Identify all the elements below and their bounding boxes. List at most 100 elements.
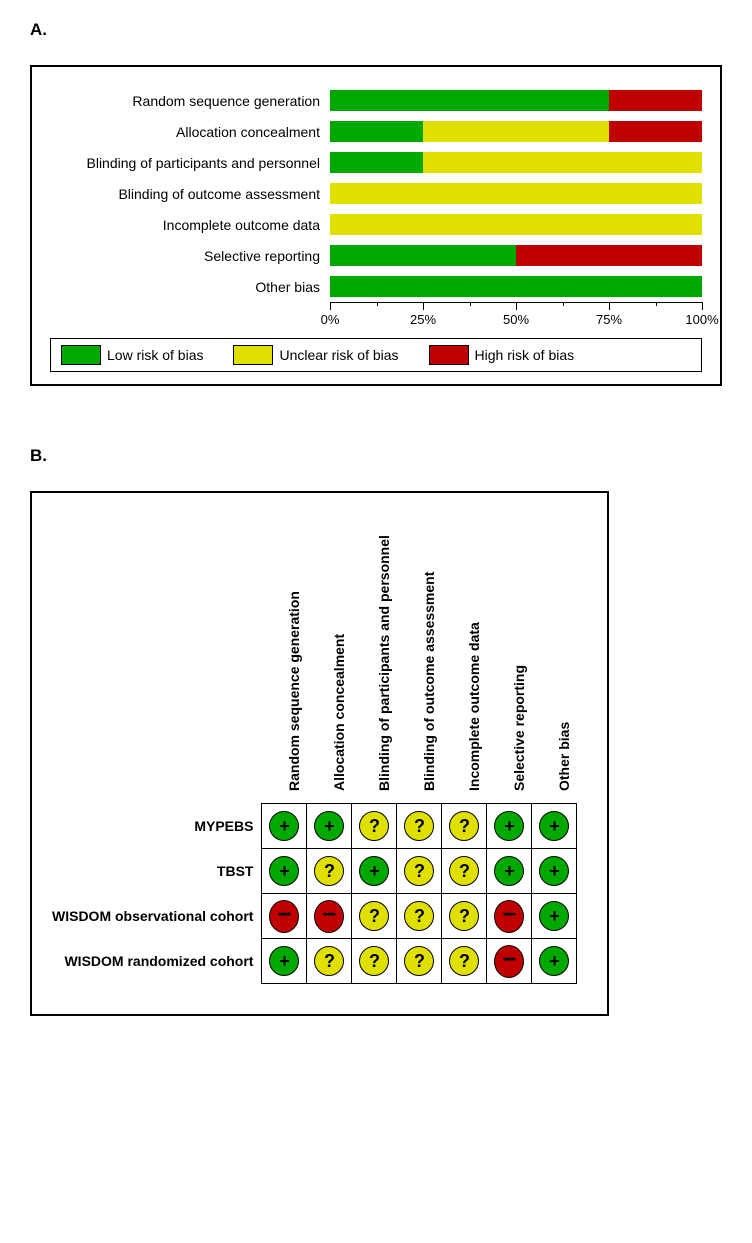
bar-row: Selective reporting xyxy=(50,240,702,271)
panel-b-table: Random sequence generationAllocation con… xyxy=(30,491,609,1016)
axis-tick-label: 75% xyxy=(596,312,622,327)
risk-dot-unclear: ? xyxy=(404,856,434,886)
table-row-header: WISDOM randomized cohort xyxy=(52,939,262,984)
legend: Low risk of bias Unclear risk of bias High… xyxy=(50,338,702,372)
risk-dot-low: + xyxy=(494,856,524,886)
bar-segment-low xyxy=(330,90,609,111)
risk-cell: ? xyxy=(397,894,442,939)
bar-segment-low xyxy=(330,276,702,297)
risk-cell: + xyxy=(532,849,577,894)
table-row: TBST+?+??++ xyxy=(52,849,577,894)
legend-swatch xyxy=(61,345,101,365)
legend-item: High risk of bias xyxy=(429,345,575,365)
bar-segment-unclear xyxy=(330,214,702,235)
risk-dot-low: + xyxy=(269,811,299,841)
bar-row-label: Selective reporting xyxy=(50,248,330,264)
panel-a-chart: Random sequence generation Allocation con… xyxy=(30,65,722,386)
risk-cell: + xyxy=(262,804,307,849)
bar-row: Blinding of outcome assessment xyxy=(50,178,702,209)
risk-cell: + xyxy=(532,939,577,984)
risk-dot-high: − xyxy=(494,900,524,933)
bar-row: Allocation concealment xyxy=(50,116,702,147)
bar-row: Blinding of participants and personnel xyxy=(50,147,702,178)
risk-dot-unclear: ? xyxy=(404,901,434,931)
legend-label: High risk of bias xyxy=(475,347,575,363)
risk-dot-high: − xyxy=(314,900,344,933)
risk-dot-high: − xyxy=(494,945,524,978)
bar-row-label: Allocation concealment xyxy=(50,124,330,140)
bar-segment-low xyxy=(330,121,423,142)
risk-dot-low: + xyxy=(539,946,569,976)
risk-dot-high: − xyxy=(269,900,299,933)
risk-cell: ? xyxy=(352,804,397,849)
risk-dot-low: + xyxy=(269,856,299,886)
bar-segment-high xyxy=(609,90,702,111)
bar-row-label: Random sequence generation xyxy=(50,93,330,109)
bar-row-label: Other bias xyxy=(50,279,330,295)
risk-dot-unclear: ? xyxy=(449,946,479,976)
table-row: MYPEBS++???++ xyxy=(52,804,577,849)
risk-cell: ? xyxy=(397,804,442,849)
risk-cell: ? xyxy=(397,939,442,984)
bar-segment-low xyxy=(330,152,423,173)
risk-cell: ? xyxy=(307,849,352,894)
bar-segment-unclear xyxy=(330,183,702,204)
legend-label: Low risk of bias xyxy=(107,347,203,363)
risk-cell: ? xyxy=(352,894,397,939)
risk-dot-unclear: ? xyxy=(449,856,479,886)
bar-segment-unclear xyxy=(423,121,609,142)
risk-dot-unclear: ? xyxy=(359,811,389,841)
bar-row-label: Blinding of outcome assessment xyxy=(50,186,330,202)
risk-dot-unclear: ? xyxy=(449,811,479,841)
risk-dot-unclear: ? xyxy=(449,901,479,931)
risk-cell: + xyxy=(262,849,307,894)
table-row-header: WISDOM observational cohort xyxy=(52,894,262,939)
risk-cell: + xyxy=(262,939,307,984)
risk-dot-low: + xyxy=(269,946,299,976)
bar-segment-unclear xyxy=(423,152,702,173)
risk-dot-unclear: ? xyxy=(404,946,434,976)
risk-dot-unclear: ? xyxy=(404,811,434,841)
risk-cell: ? xyxy=(352,939,397,984)
legend-swatch xyxy=(429,345,469,365)
risk-cell: ? xyxy=(397,849,442,894)
risk-dot-low: + xyxy=(539,901,569,931)
risk-cell: − xyxy=(487,939,532,984)
risk-cell: ? xyxy=(307,939,352,984)
legend-swatch xyxy=(233,345,273,365)
risk-cell: ? xyxy=(442,804,487,849)
legend-item: Unclear risk of bias xyxy=(233,345,398,365)
table-row: WISDOM observational cohort−−???−+ xyxy=(52,894,577,939)
risk-cell: + xyxy=(532,804,577,849)
bar-row-label: Incomplete outcome data xyxy=(50,217,330,233)
risk-cell: − xyxy=(487,894,532,939)
risk-cell: ? xyxy=(442,849,487,894)
risk-dot-low: + xyxy=(359,856,389,886)
axis-tick-label: 50% xyxy=(503,312,529,327)
table-row-header: TBST xyxy=(52,849,262,894)
legend-label: Unclear risk of bias xyxy=(279,347,398,363)
table-row-header: MYPEBS xyxy=(52,804,262,849)
axis-tick-label: 0% xyxy=(321,312,340,327)
risk-dot-low: + xyxy=(494,811,524,841)
risk-dot-unclear: ? xyxy=(359,946,389,976)
bar-segment-high xyxy=(609,121,702,142)
axis-tick-label: 100% xyxy=(685,312,718,327)
panel-b-label: B. xyxy=(30,446,722,466)
risk-cell: + xyxy=(307,804,352,849)
risk-cell: ? xyxy=(442,894,487,939)
risk-dot-low: + xyxy=(539,856,569,886)
risk-cell: + xyxy=(532,894,577,939)
risk-cell: + xyxy=(487,849,532,894)
bar-row-label: Blinding of participants and personnel xyxy=(50,155,330,171)
legend-item: Low risk of bias xyxy=(61,345,203,365)
risk-dot-low: + xyxy=(539,811,569,841)
risk-cell: − xyxy=(307,894,352,939)
bar-segment-high xyxy=(516,245,702,266)
axis-tick-label: 25% xyxy=(410,312,436,327)
bar-row: Other bias xyxy=(50,271,702,302)
risk-dot-unclear: ? xyxy=(314,946,344,976)
table-row: WISDOM randomized cohort+????−+ xyxy=(52,939,577,984)
bar-segment-low xyxy=(330,245,516,266)
risk-cell: ? xyxy=(442,939,487,984)
